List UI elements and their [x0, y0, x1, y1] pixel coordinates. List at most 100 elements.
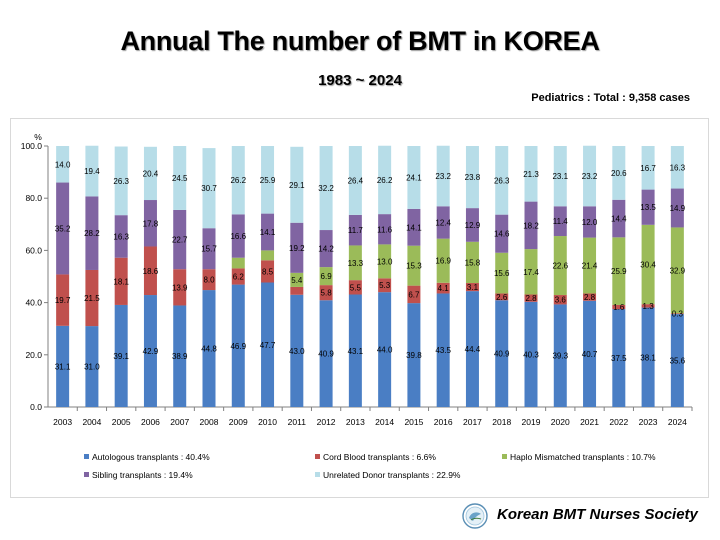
bar-segment-sib — [56, 182, 70, 275]
value-label-unrel: 32.2 — [318, 184, 334, 193]
value-label-sib: 11.4 — [553, 217, 569, 226]
bar-segment-cord — [348, 280, 362, 295]
society-logo-icon — [462, 503, 488, 529]
bar-segment-haplo — [319, 267, 333, 286]
value-labels: 31.1 19.7 35.2 14.0 31.0 21.5 28.2 19.4 39.1 18.1… — [55, 160, 686, 371]
bar-segment-haplo — [583, 237, 597, 294]
bar-segment-cord — [143, 246, 157, 296]
bar-segment-auto — [290, 294, 304, 407]
value-label-unrel: 26.4 — [348, 176, 364, 185]
x-tick-label: 2020 — [551, 417, 570, 427]
x-tick-label: 2003 — [53, 417, 72, 427]
value-label-unrel: 29.1 — [289, 181, 305, 190]
bar-segment-cord — [553, 295, 567, 305]
legend-swatch-haplo — [502, 454, 507, 459]
value-label-unrel: 14.0 — [55, 160, 71, 169]
bar-segment-sib — [290, 222, 304, 273]
bar-segment-auto — [641, 307, 655, 407]
bar-segment-unrel — [173, 146, 187, 210]
bar-segment-auto — [583, 300, 597, 407]
legend-label-cord: Cord Blood transplants : 6.6% — [323, 452, 436, 462]
value-label-auto: 43.5 — [435, 346, 451, 355]
value-label-sib: 17.8 — [143, 219, 159, 228]
value-label-auto: 44.4 — [465, 345, 481, 354]
x-tick-label: 2005 — [112, 417, 131, 427]
value-label-unrel: 21.3 — [523, 170, 539, 179]
value-label-cord: 6.2 — [233, 273, 245, 282]
bar-segment-sib — [553, 206, 567, 237]
legend-swatch-unrel — [315, 472, 320, 477]
value-label-unrel: 24.1 — [406, 173, 422, 182]
value-label-unrel: 26.2 — [230, 176, 246, 185]
value-label-sib: 13.5 — [640, 203, 656, 212]
x-tick-label: 2008 — [200, 417, 219, 427]
bar-segment-unrel — [348, 146, 362, 215]
bar-segment-unrel — [465, 146, 479, 209]
value-label-unrel: 24.5 — [172, 174, 188, 183]
bar-segment-auto — [553, 304, 567, 407]
legend-label-sib: Sibling transplants : 19.4% — [92, 470, 193, 480]
value-label-cord: 8.0 — [203, 276, 215, 285]
bar-segment-haplo — [641, 224, 655, 305]
x-tick-label: 2016 — [434, 417, 453, 427]
chart-subtitle: 1983 ~ 2024 — [318, 72, 402, 89]
value-label-sib: 14.1 — [260, 228, 276, 237]
bar-segment-sib — [465, 208, 479, 242]
bar-segment-auto — [407, 303, 421, 407]
value-label-unrel: 16.7 — [640, 164, 656, 173]
chart-title: Annual The number of BMT in KOREA — [120, 26, 600, 56]
value-label-sib: 16.3 — [113, 232, 129, 241]
bar-segment-cord — [583, 293, 597, 301]
x-tick-label: 2014 — [375, 417, 394, 427]
value-label-cord: 4.1 — [438, 284, 450, 293]
x-tick-label: 2011 — [288, 417, 307, 427]
y-tick-label: 100.0 — [21, 141, 43, 151]
x-tick-label: 2022 — [609, 417, 628, 427]
value-label-auto: 39.3 — [552, 352, 568, 361]
legend-swatch-cord — [315, 454, 320, 459]
value-label-cord: 3.6 — [555, 296, 567, 305]
value-label-haplo: 5.4 — [291, 276, 303, 285]
bar-segment-haplo — [670, 227, 684, 314]
y-tick-label: 80.0 — [25, 193, 42, 203]
bar-segment-sib — [670, 188, 684, 228]
value-label-unrel: 26.3 — [494, 176, 510, 185]
value-label-sib: 12.4 — [435, 218, 451, 227]
legend-label-unrel: Unrelated Donor transplants : 22.9% — [323, 470, 461, 480]
bar-segment-unrel — [202, 148, 216, 229]
value-label-haplo: 6.9 — [321, 272, 333, 281]
bar-segment-sib — [495, 214, 509, 253]
value-label-sib: 11.6 — [377, 225, 393, 234]
x-tick-label: 2010 — [258, 417, 277, 427]
bar-segment-auto — [524, 301, 538, 407]
bar-segment-sib — [407, 208, 421, 246]
y-tick-label: 60.0 — [25, 245, 42, 255]
bar-segment-unrel — [85, 145, 99, 197]
bar-segment-cord — [56, 274, 70, 326]
bar-segment-sib — [612, 199, 626, 238]
value-label-sib: 15.7 — [201, 245, 217, 254]
value-label-auto: 44.8 — [201, 345, 217, 354]
value-label-haplo: 17.4 — [523, 268, 539, 277]
bar-segment-haplo — [231, 257, 245, 269]
value-label-unrel: 16.3 — [670, 163, 686, 172]
bar-segment-cord — [524, 294, 538, 302]
value-label-cord: 1.6 — [613, 303, 625, 312]
bar-segment-cord — [261, 260, 275, 283]
bar-segment-unrel — [261, 146, 275, 214]
bar-segment-auto — [348, 294, 362, 407]
value-label-auto: 39.8 — [406, 351, 422, 360]
value-label-auto: 38.9 — [172, 352, 188, 361]
bar-segment-cord — [290, 286, 304, 295]
bar-segment-cord — [495, 293, 509, 301]
bar-segment-sib — [524, 201, 538, 250]
bar-segment-auto — [378, 292, 392, 407]
value-label-auto: 43.1 — [348, 347, 364, 356]
value-label-sib: 12.0 — [582, 218, 598, 227]
y-axis-label: % — [34, 132, 42, 142]
bar-segment-haplo — [553, 236, 567, 296]
value-label-haplo: 15.8 — [465, 258, 481, 267]
value-label-haplo: 21.4 — [582, 262, 598, 271]
value-label-auto: 47.7 — [260, 341, 276, 350]
value-label-haplo: 22.6 — [552, 262, 568, 271]
